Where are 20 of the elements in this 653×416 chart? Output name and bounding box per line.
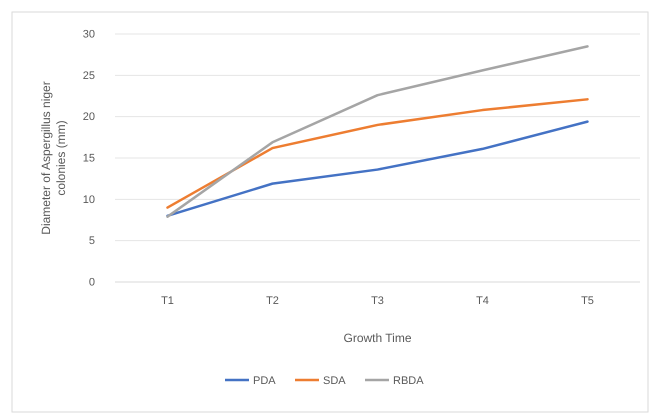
y-tick-label: 30 (82, 28, 95, 41)
x-axis-title: Growth Time (343, 331, 412, 345)
legend-label: PDA (253, 375, 276, 387)
y-tick-label: 15 (82, 152, 95, 165)
x-tick-label: T4 (476, 294, 489, 307)
y-axis-title: Diameter of Aspergillus niger colonies (mm) (39, 81, 68, 235)
legend-label: RBDA (393, 375, 424, 387)
y-tick-label: 20 (82, 111, 95, 124)
y-tick-label: 10 (82, 194, 95, 206)
legend-label: SDA (323, 375, 346, 387)
x-tick-label: T2 (266, 294, 279, 307)
y-tick-label: 0 (88, 276, 95, 289)
x-tick-label: T1 (161, 294, 174, 307)
x-tick-label: T3 (371, 294, 384, 307)
x-tick-label: T5 (581, 294, 594, 307)
line-series (166, 45, 589, 218)
y-tick-label: 5 (88, 235, 95, 248)
line-series (166, 120, 589, 218)
y-tick-label: 25 (82, 70, 95, 82)
line-series (166, 98, 589, 209)
